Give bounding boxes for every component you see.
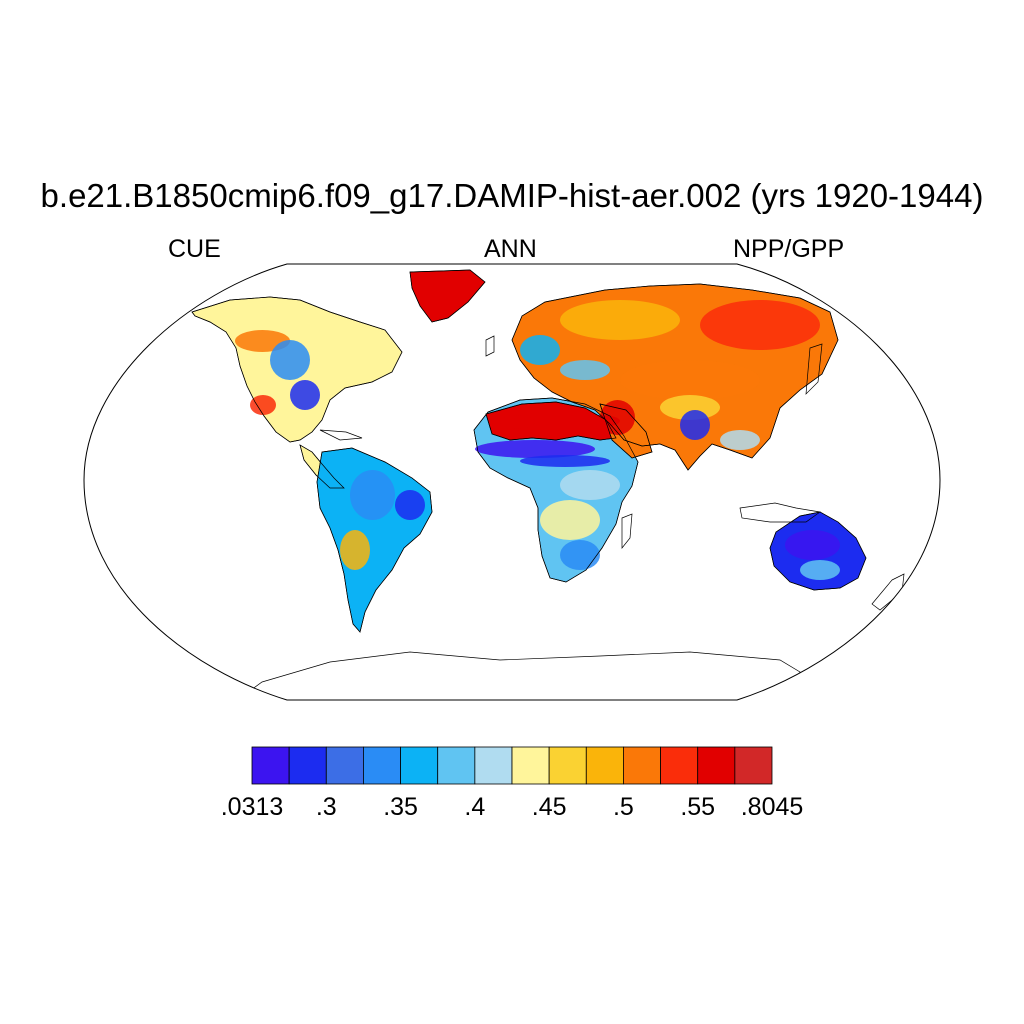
land-antarctica — [235, 651, 801, 700]
colorbar-tick-label: .45 — [532, 793, 567, 821]
plot-title: b.e21.B1850cmip6.f09_g17.DAMIP-hist-aer.… — [40, 177, 984, 214]
field-patch — [350, 470, 395, 520]
coastline-europe-asia — [511, 283, 839, 471]
colorbar-swatch — [660, 746, 699, 785]
colorbar-tick-label: .8045 — [741, 793, 804, 821]
coastline-japan — [805, 343, 823, 395]
colorbar-swatch — [251, 746, 290, 785]
colorbar-swatch — [734, 746, 773, 785]
field-patch — [620, 360, 760, 400]
colorbar-swatch — [288, 746, 327, 785]
variable-label: CUE — [168, 235, 221, 263]
field-patch — [290, 380, 320, 410]
field-patch — [520, 335, 560, 365]
field-patch — [500, 415, 535, 429]
colorbar-swatch — [400, 746, 439, 785]
field-patch — [785, 530, 840, 560]
coastline-caribbean — [319, 429, 363, 441]
colorbar-swatch — [437, 746, 476, 785]
field-patch — [560, 470, 620, 500]
colorbar-swatch — [623, 746, 661, 785]
coastline-africa — [473, 397, 639, 583]
field-patch — [395, 490, 425, 520]
field-patch — [340, 530, 370, 570]
coastline-uk — [485, 335, 495, 357]
colorbar-tick-label: .55 — [680, 793, 715, 821]
season-label: ANN — [484, 235, 537, 263]
map-frame — [83, 263, 941, 701]
field-patch — [270, 340, 310, 380]
field-patch — [660, 395, 720, 420]
field-patch — [520, 455, 610, 467]
colorbar-swatch — [585, 746, 624, 785]
colorbar-tick-label: .4 — [464, 793, 485, 821]
colorbar-tick-label: .35 — [383, 793, 418, 821]
colorbar-swatch — [511, 746, 550, 785]
field-patch — [720, 430, 760, 450]
units-label: NPP/GPP — [733, 235, 845, 263]
colorbar-swatch — [474, 746, 513, 785]
colorbar-swatch — [548, 746, 587, 785]
field-patch — [800, 560, 840, 580]
field-patch — [680, 410, 710, 440]
field-patch — [560, 300, 680, 340]
field-patch — [560, 540, 600, 570]
colorbar-tick-label: .3 — [316, 793, 337, 821]
colorbar-tick-label: .0313 — [221, 793, 284, 821]
field-patch — [540, 500, 600, 540]
field-patch — [250, 395, 276, 415]
coastline-greenland — [409, 269, 486, 323]
colorbar-swatch — [325, 746, 364, 785]
field-patch — [700, 300, 820, 350]
colorbar-tick-label: .5 — [613, 793, 634, 821]
colorbar-swatch — [697, 746, 736, 785]
coastline-sahara — [485, 401, 617, 441]
field-patch — [560, 360, 610, 380]
field-patch — [475, 440, 595, 458]
coastline-south-america — [316, 447, 433, 633]
coastline-madagascar — [621, 513, 633, 549]
colorbar-swatch — [363, 746, 401, 785]
coastline-north-america — [191, 296, 403, 489]
coastline-indonesia — [739, 502, 821, 523]
